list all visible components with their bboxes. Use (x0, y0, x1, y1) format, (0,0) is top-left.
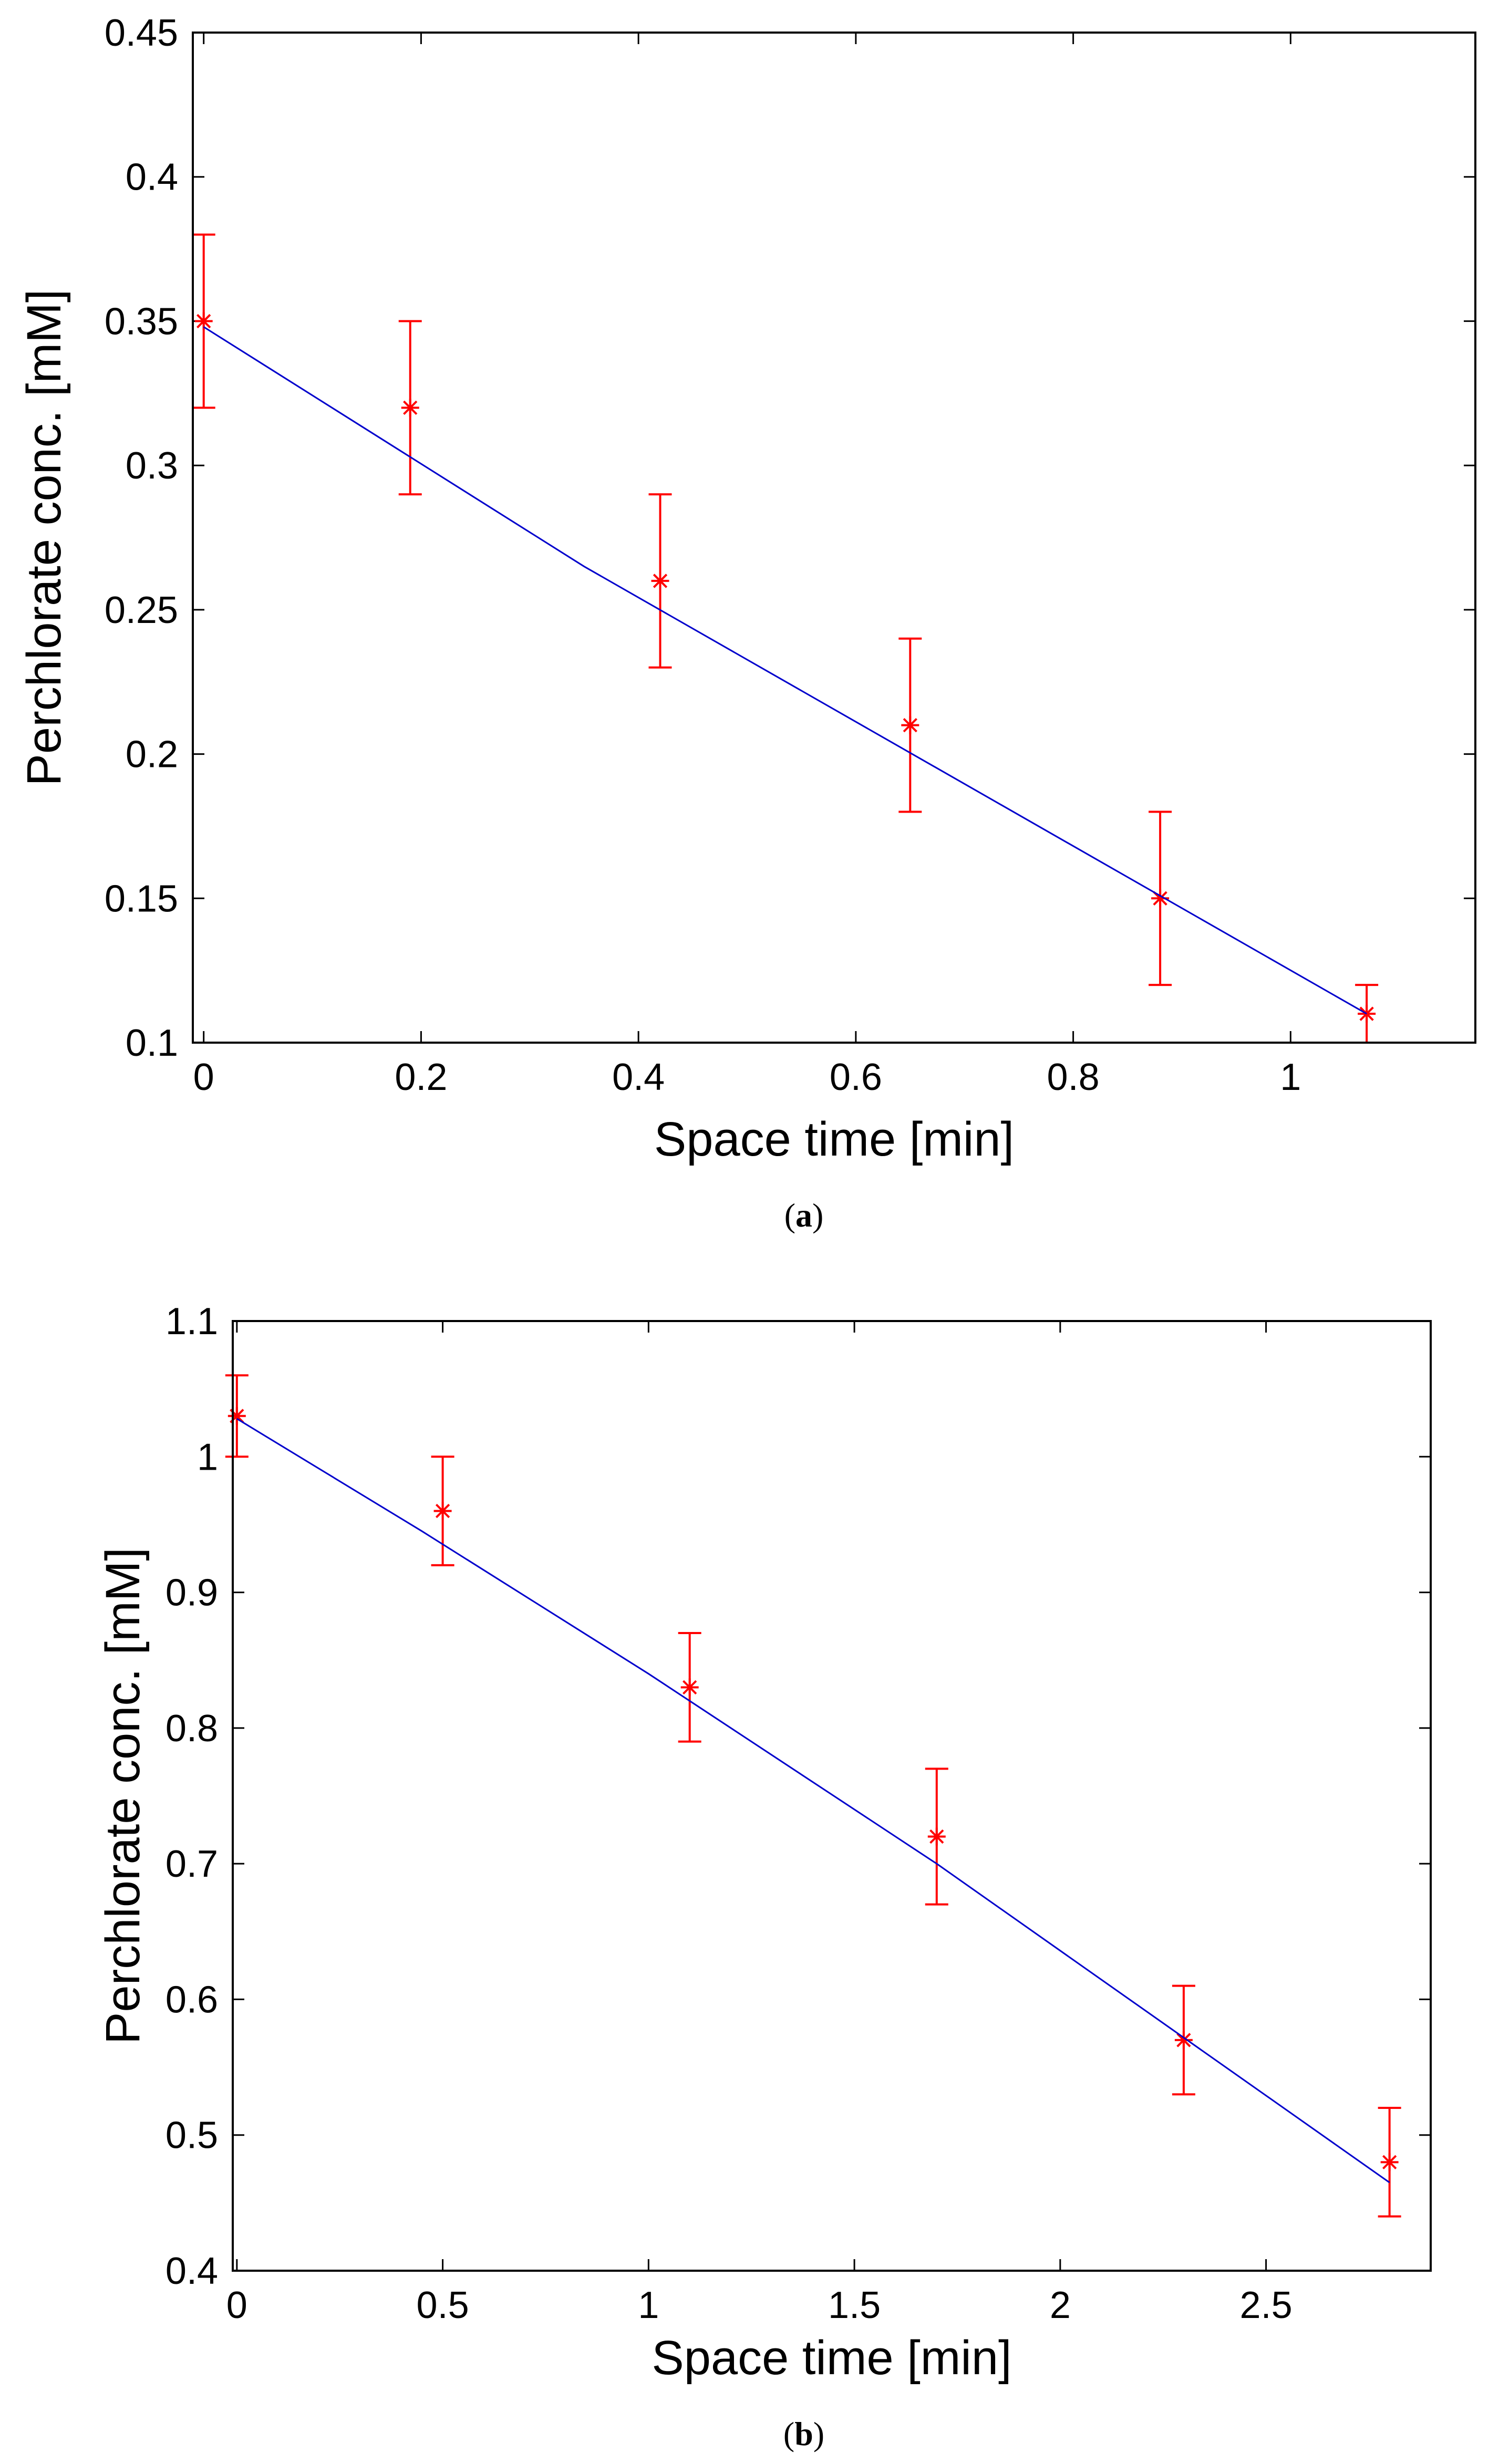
panel-a-marks (192, 233, 1379, 1044)
panel-b-x-tick-label: 2 (1050, 2284, 1071, 2326)
panel-a-marker-stroke (403, 400, 418, 415)
panel-a-marker-stroke (653, 574, 668, 588)
panel-a-data-point (401, 399, 419, 417)
panel-b-x-tick-label: 0 (226, 2284, 247, 2326)
panel-a-plot-frame (192, 32, 1476, 1044)
panel-a-data-point (651, 571, 669, 590)
panel-b-x-tick-label: 1.5 (828, 2284, 881, 2326)
panel-a-x-axis-label: Space time [min] (654, 1113, 1014, 1166)
panel-a-x-tick-label: 1 (1280, 1056, 1301, 1098)
panel-a-x-tick-label: 0 (193, 1056, 214, 1098)
panel-b-data-point (1380, 2153, 1399, 2171)
panel-b-data-point (1174, 2031, 1193, 2049)
panel-b-data-point (927, 1827, 946, 1846)
panel-a-fit-line (203, 326, 1367, 1015)
panel-a-y-tick-label: 0.2 (126, 734, 178, 776)
panel-b-marker-stroke (929, 1829, 944, 1844)
panel-a-data-point (901, 716, 919, 734)
panel-a-y-tick-label: 0.4 (126, 157, 178, 199)
panel-b-y-tick-label: 0.5 (166, 2115, 218, 2157)
panel-a-caption-letter: a (795, 1197, 812, 1234)
panel-b-data-point (433, 1502, 452, 1520)
panel-b: 0 0.5 1 1.5 2 2.5 0.4 0.5 0.6 0.7 0.8 0.9 1 1.1 Space… (96, 1301, 1432, 2452)
panel-a-x-tick-label: 0.8 (1047, 1056, 1100, 1098)
panel-a-y-tick-label: 0.35 (105, 300, 178, 342)
panel-b-marker-stroke (435, 1503, 450, 1519)
panel-b-x-tick-label: 2.5 (1240, 2284, 1293, 2326)
panel-b-x-axis-label: Space time [min] (652, 2331, 1011, 2385)
panel-b-y-tick-label: 1.1 (166, 1301, 218, 1343)
panel-b-x-tick-label: 0.5 (417, 2284, 469, 2326)
panel-b-y-tick-label: 0.7 (166, 1843, 218, 1885)
panel-a-y-tick-label: 0.25 (105, 589, 178, 631)
panel-b-x-tick-label: 1 (638, 2284, 659, 2326)
panel-b-y-axis-label: Perchlorate conc. [mM] (96, 1547, 150, 2044)
panel-b-caption: (b) (783, 2415, 824, 2452)
panel-a-marker-stroke (197, 314, 211, 329)
panel-a-caption: (a) (784, 1197, 824, 1234)
panel-b-caption-letter: b (794, 2415, 813, 2452)
panel-b-y-tick-label: 0.8 (166, 1708, 218, 1750)
panel-b-y-tick-label: 0.6 (166, 1979, 218, 2021)
panel-b-y-tick-label: 0.9 (166, 1572, 218, 1614)
panel-b-ticks: 0 0.5 1 1.5 2 2.5 0.4 0.5 0.6 0.7 0.8 0.9 1 1.1 (166, 1301, 1431, 2326)
panel-b-data-point (680, 1678, 699, 1697)
panel-a-marker-stroke (903, 718, 917, 733)
panel-b-y-tick-label: 0.4 (166, 2250, 218, 2292)
panel-a-x-tick-label: 0.6 (830, 1056, 882, 1098)
panel-a-marker-stroke (1153, 891, 1167, 906)
panel-a-y-axis-label: Perchlorate conc. [mM] (17, 289, 71, 786)
panel-a-ticks: 0 0.2 0.4 0.6 0.8 1 0.1 0.15 0.2 0.25 0.3 0.35 0.4 0.… (105, 12, 1475, 1098)
panel-a-x-tick-label: 0.2 (395, 1056, 447, 1098)
panel-b-fit-line (236, 1418, 1390, 2184)
panel-b-marker-stroke (1176, 2033, 1191, 2047)
panel-a-y-tick-label: 0.15 (105, 878, 178, 920)
panel-a-y-tick-label: 0.3 (126, 445, 178, 487)
panel-a-x-tick-label: 0.4 (612, 1056, 665, 1098)
panel-a-data-point (194, 312, 213, 330)
panel-b-marker-stroke (683, 1680, 697, 1695)
panel-a-y-tick-label: 0.1 (126, 1022, 178, 1064)
panel-b-marks (225, 1374, 1401, 2218)
panel-a: 0 0.2 0.4 0.6 0.8 1 0.1 0.15 0.2 0.25 0.3 0.35 0.4 0.… (17, 12, 1476, 1234)
panel-a-y-tick-label: 0.45 (105, 12, 178, 54)
panel-b-y-tick-label: 1 (197, 1436, 218, 1478)
panel-b-plot-frame (232, 1320, 1432, 2272)
panel-b-marker-stroke (1382, 2155, 1397, 2170)
